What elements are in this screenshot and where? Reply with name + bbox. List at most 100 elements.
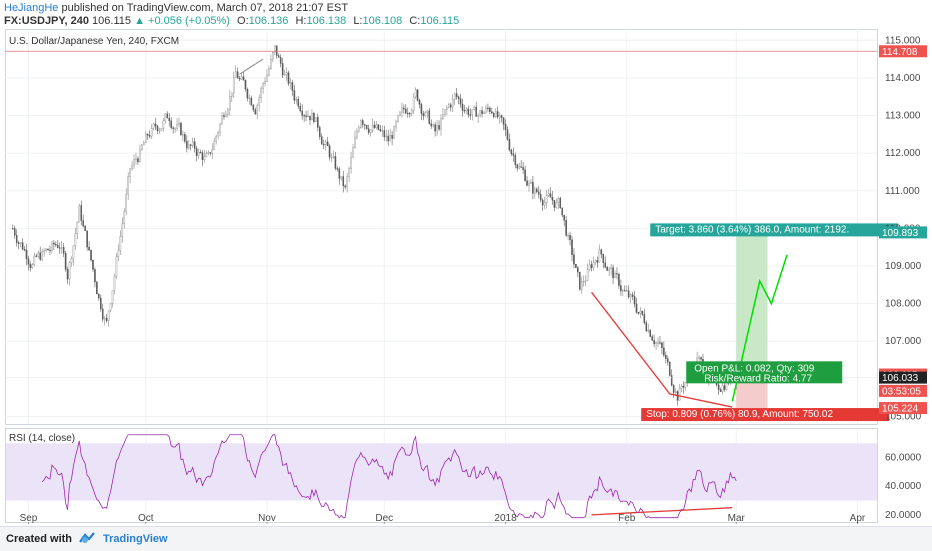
- candle-body: [608, 268, 610, 271]
- close-label: C:: [409, 15, 421, 27]
- candle-body: [350, 157, 352, 169]
- price-tick-label: 107.000: [885, 336, 922, 347]
- candle-body: [399, 111, 401, 116]
- candle-body: [338, 168, 341, 179]
- candle-body: [101, 308, 104, 320]
- time-tick-label: Sep: [20, 513, 38, 524]
- candle-body: [55, 244, 57, 246]
- candle-body: [283, 74, 286, 76]
- candle-body: [252, 104, 255, 110]
- candle-body: [58, 247, 61, 249]
- price-tag-box: [879, 371, 927, 384]
- candle-body: [481, 110, 483, 115]
- high-value: 106.138: [306, 15, 347, 27]
- up-arrow-icon: ▲: [134, 15, 145, 27]
- price-divergence-line: [591, 291, 733, 408]
- candle-body: [31, 264, 34, 268]
- candle-body: [17, 242, 20, 245]
- candle-body: [260, 88, 262, 99]
- candle-body: [297, 99, 300, 107]
- time-tick-label: Oct: [138, 513, 154, 524]
- candle-body: [49, 249, 51, 252]
- footer-bar: Created with TradingView: [0, 526, 932, 551]
- candle-body: [449, 104, 452, 108]
- candle-body: [223, 115, 225, 117]
- candle-body: [457, 96, 460, 99]
- candle-body: [256, 105, 259, 115]
- time-tick-label: Dec: [375, 513, 393, 524]
- price-tag-box: [879, 384, 927, 397]
- candle-body: [57, 244, 59, 248]
- candle-body: [313, 113, 315, 122]
- candle-body: [100, 297, 102, 310]
- candle-body: [160, 128, 163, 131]
- low-label: L:: [353, 15, 363, 27]
- chart-area[interactable]: Target: 3.860 (3.64%) 386.0, Amount: 219…: [5, 29, 929, 525]
- candle-body: [227, 109, 229, 115]
- candle-body: [47, 248, 49, 251]
- price-tag: 105.224: [882, 404, 919, 415]
- candle-body: [434, 124, 436, 132]
- candle-body: [43, 250, 45, 253]
- candle-body: [473, 106, 476, 110]
- candle-body: [362, 120, 364, 125]
- candle-body: [580, 281, 583, 290]
- candle-body: [455, 93, 458, 97]
- rsi-tick-label: 60.0000: [885, 453, 922, 464]
- candle-body: [436, 125, 438, 132]
- candle-body: [385, 135, 388, 138]
- candle-body: [358, 127, 360, 132]
- candle-body: [641, 310, 644, 315]
- candle-body: [92, 259, 94, 270]
- price-axis[interactable]: 115.000114.000113.000112.000111.000110.0…: [879, 35, 927, 521]
- candle-body: [219, 123, 221, 133]
- candle-body: [491, 111, 493, 114]
- candle-body: [268, 68, 270, 76]
- candle-body: [141, 144, 143, 150]
- candle-body: [356, 130, 358, 138]
- candle-body: [180, 122, 182, 136]
- candle-body: [232, 77, 235, 94]
- candle-body: [168, 117, 171, 121]
- candle-body: [428, 110, 431, 124]
- candle-body: [616, 273, 618, 275]
- candle-body: [344, 185, 346, 188]
- candle-body: [215, 135, 217, 142]
- candle-body: [412, 96, 415, 111]
- candle-body: [340, 176, 343, 179]
- pnl-label: Open P&L: 0.082, Qty: 309: [694, 363, 815, 374]
- candle-body: [158, 130, 161, 132]
- chart-svg[interactable]: Target: 3.860 (3.64%) 386.0, Amount: 219…: [5, 29, 929, 525]
- author-name[interactable]: HeJiangHe: [4, 2, 59, 14]
- candle-body: [39, 252, 41, 260]
- candle-body: [670, 375, 673, 386]
- stop-label-box: [641, 408, 890, 422]
- candle-body: [209, 152, 212, 154]
- rsi-series: [41, 434, 737, 519]
- price-tick-label: 105.000: [885, 411, 922, 422]
- candle-body: [451, 99, 454, 108]
- candle-body: [483, 112, 485, 115]
- candle-body: [88, 246, 90, 251]
- candle-body: [291, 82, 294, 91]
- symbol-line: FX:USDJPY, 240 106.115 ▲ +0.056 (+0.05%)…: [4, 15, 459, 27]
- candle-body: [406, 112, 409, 115]
- candle-body: [391, 134, 393, 139]
- candle-body: [487, 107, 489, 109]
- candle-body: [172, 127, 174, 129]
- candle-body: [98, 293, 100, 299]
- candle-body: [661, 342, 663, 349]
- candle-body: [363, 124, 366, 126]
- candle-body: [575, 264, 577, 268]
- candle-body: [272, 52, 274, 60]
- candle-body: [612, 267, 614, 279]
- candle-body: [510, 149, 513, 154]
- candle-body: [430, 123, 433, 127]
- low-value: 106.108: [362, 15, 403, 27]
- candle-body: [655, 342, 657, 345]
- candle-body: [12, 228, 14, 230]
- time-axis[interactable]: Sep Oct Nov Dec 2018 Feb Mar Apr: [20, 513, 866, 525]
- candle-body: [618, 274, 620, 286]
- candle-body: [127, 176, 129, 195]
- tradingview-brand[interactable]: TradingView: [103, 533, 168, 545]
